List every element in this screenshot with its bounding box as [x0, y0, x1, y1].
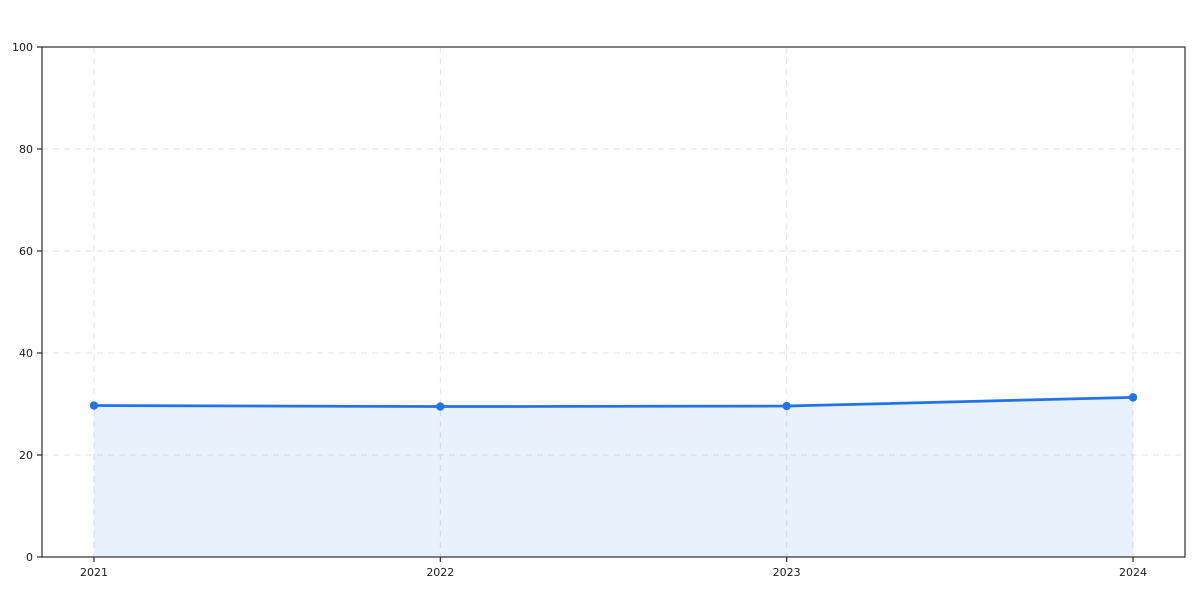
x-tick-label: 2022 [426, 566, 454, 579]
data-point-marker [1128, 393, 1138, 402]
data-point-marker [436, 402, 445, 411]
y-tick-label: 40 [19, 347, 33, 360]
y-tick-label: 100 [12, 41, 33, 54]
y-tick-label: 20 [19, 449, 33, 462]
trend-line [92, 395, 1135, 408]
y-tick-label: 0 [26, 551, 33, 564]
plot-border [41, 46, 1186, 558]
x-tick-label: 2024 [1119, 566, 1147, 579]
area-fill [93, 397, 1134, 557]
data-point-marker [782, 401, 791, 411]
data-point-marker [89, 401, 99, 410]
x-tick-label: 2023 [773, 566, 801, 579]
y-tick-label: 80 [19, 143, 33, 156]
y-tick-label: 60 [19, 245, 33, 258]
x-tick-label: 2021 [80, 566, 108, 579]
